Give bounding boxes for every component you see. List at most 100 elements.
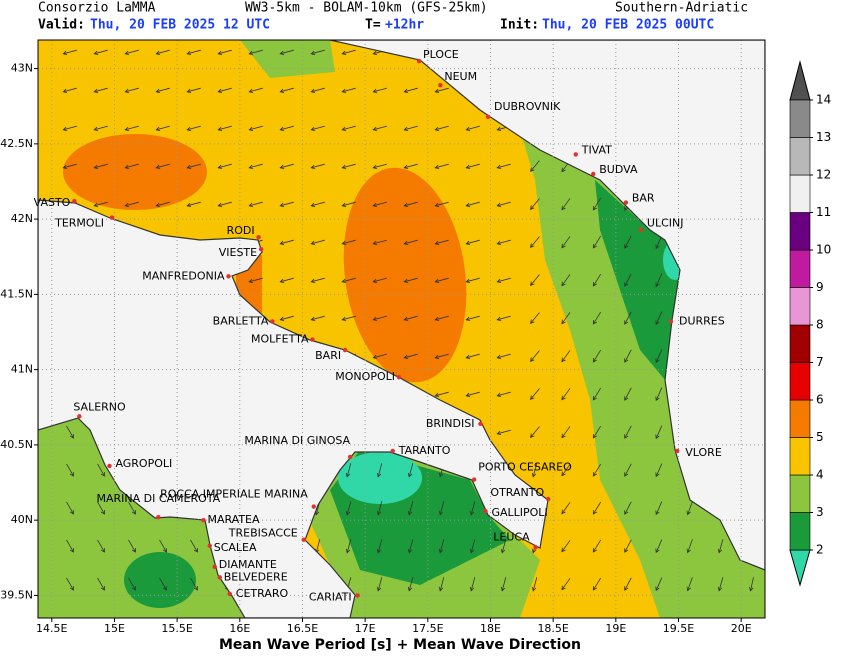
direction-arrow <box>403 201 418 208</box>
lon-tick-label: 19.5E <box>663 622 694 635</box>
city-marker <box>301 537 306 542</box>
city-marker <box>483 508 488 514</box>
direction-arrow <box>434 163 449 170</box>
direction-arrow <box>655 463 663 478</box>
init-time: Thu, 20 FEB 2025 00UTC <box>542 18 714 33</box>
direction-arrow <box>372 87 387 94</box>
direction-arrow <box>561 388 571 401</box>
city-marker <box>201 517 206 523</box>
direction-arrow <box>655 539 663 554</box>
direction-arrow <box>124 87 139 94</box>
direction-arrow <box>190 539 198 553</box>
direction-arrow <box>248 277 263 284</box>
direction-arrow <box>66 577 74 591</box>
city-marker <box>396 374 402 380</box>
direction-arrow <box>341 201 356 208</box>
direction-arrow <box>66 463 74 477</box>
direction-arrow <box>531 463 538 478</box>
city-label: OTRANTO <box>490 486 544 499</box>
lat-tick-label: 42.5N <box>0 137 33 150</box>
field-patch <box>343 167 467 383</box>
direction-arrow <box>592 425 602 439</box>
direction-arrow <box>97 463 105 477</box>
colorbar-label: 8 <box>816 318 824 332</box>
direction-arrow <box>465 201 480 208</box>
city-label: DIAMANTE <box>219 558 277 571</box>
direction-arrow <box>345 463 352 478</box>
lon-tick-label: 17.5E <box>412 622 443 635</box>
direction-arrow <box>530 350 540 363</box>
lat-tick-label: 41.5N <box>0 287 33 300</box>
colorbar-label: 4 <box>816 468 824 482</box>
direction-arrow <box>561 312 571 325</box>
direction-arrow <box>403 87 418 94</box>
direction-arrow <box>561 578 571 591</box>
direction-arrow <box>159 577 167 591</box>
direction-arrow <box>341 277 356 284</box>
city-label: VIESTE <box>219 246 257 259</box>
direction-arrow <box>66 425 74 439</box>
direction-arrow <box>403 163 418 170</box>
direction-arrow <box>279 277 294 284</box>
direction-arrow <box>217 163 232 170</box>
valid-time: Thu, 20 FEB 2025 12 UTC <box>90 18 270 33</box>
direction-arrow <box>341 49 356 56</box>
city-marker <box>347 454 353 460</box>
region: Southern-Adriatic <box>615 1 748 16</box>
direction-arrow <box>624 273 632 287</box>
direction-arrow <box>186 87 201 94</box>
direction-arrow <box>434 277 449 284</box>
city-marker <box>217 575 222 580</box>
direction-arrow <box>155 87 170 94</box>
direction-arrow <box>186 163 201 170</box>
city-marker <box>533 545 538 550</box>
city-marker <box>107 463 112 469</box>
direction-arrow <box>279 125 294 132</box>
direction-arrow <box>217 125 232 132</box>
city-marker <box>311 504 316 509</box>
direction-arrow <box>93 49 108 56</box>
direction-arrow <box>624 539 632 553</box>
city-marker <box>675 448 680 454</box>
city-label: PORTO CESAREO <box>478 461 572 474</box>
city-marker <box>416 58 422 64</box>
direction-arrow <box>372 125 387 132</box>
field-patch <box>338 452 422 504</box>
direction-arrow <box>465 391 480 398</box>
colorbar-segment <box>789 287 811 326</box>
city-label: MARINA DI CAMEROTA <box>96 492 220 505</box>
city-label: DURRES <box>679 314 725 327</box>
direction-arrow <box>128 501 136 515</box>
colorbar-label: 9 <box>816 280 824 294</box>
city-label: ULCINJ <box>647 217 684 230</box>
city-marker <box>573 152 578 157</box>
direction-arrow <box>310 163 325 170</box>
direction-arrow <box>655 577 663 592</box>
direction-arrow <box>592 577 602 591</box>
direction-arrow <box>124 125 139 132</box>
direction-arrow <box>403 315 418 322</box>
direction-arrow <box>624 311 632 325</box>
direction-arrow <box>496 391 511 398</box>
direction-arrow <box>310 239 325 246</box>
city-label: SALERNO <box>73 400 126 413</box>
direction-arrow <box>124 201 139 208</box>
direction-arrow <box>438 539 445 554</box>
direction-arrow <box>496 239 511 246</box>
direction-arrow <box>561 236 571 249</box>
direction-arrow <box>530 388 540 401</box>
direction-arrow <box>62 49 77 56</box>
direction-arrow <box>310 49 325 56</box>
direction-arrow <box>248 87 263 94</box>
direction-arrow <box>124 49 139 56</box>
city-marker <box>485 114 491 119</box>
city-label: MONOPOLI <box>335 370 395 383</box>
city-label: BARLETTA <box>213 314 269 327</box>
city-marker <box>258 247 264 252</box>
direction-arrow <box>434 87 449 94</box>
field-patch <box>63 134 207 210</box>
org: Consorzio LaMMA <box>38 1 156 16</box>
direction-arrow <box>403 239 418 246</box>
direction-arrow <box>372 163 387 170</box>
field-patch <box>124 552 196 608</box>
